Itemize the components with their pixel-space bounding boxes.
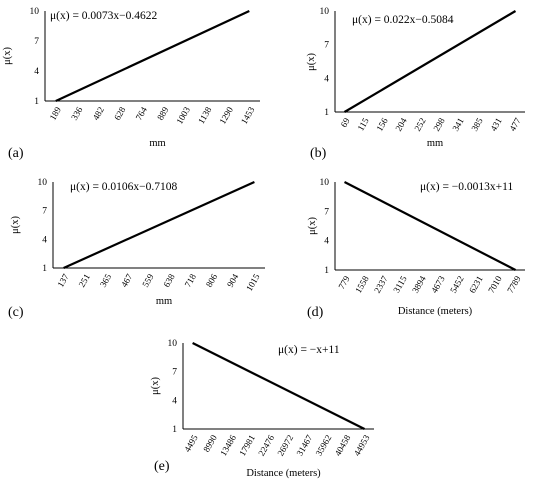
x-tick-label: 628 bbox=[112, 105, 128, 122]
x-tick-label: 156 bbox=[374, 116, 390, 133]
x-tick-label: 889 bbox=[155, 105, 171, 122]
y-tick-label: 10 bbox=[320, 178, 330, 188]
x-tick-label: 1453 bbox=[239, 105, 257, 126]
x-tick-label: 477 bbox=[507, 116, 523, 133]
x-tick-label: 7789 bbox=[505, 274, 523, 295]
y-tick-label: 10 bbox=[38, 178, 48, 188]
panel-label: (a) bbox=[8, 146, 24, 161]
x-tick-label: 341 bbox=[450, 116, 465, 133]
x-tick-label: 638 bbox=[161, 272, 177, 289]
y-axis-title: μ(x) bbox=[306, 53, 317, 71]
x-tick-label: 6231 bbox=[467, 274, 485, 295]
x-tick-label: 1138 bbox=[196, 105, 214, 126]
x-tick-label: 31467 bbox=[294, 433, 314, 458]
x-tick-label: 559 bbox=[140, 272, 156, 289]
x-tick-label: 1015 bbox=[244, 272, 262, 293]
x-tick-label: 40458 bbox=[333, 433, 353, 458]
series-line bbox=[55, 10, 250, 102]
x-tick-label: 4495 bbox=[182, 433, 200, 454]
x-tick-label: 8990 bbox=[201, 433, 219, 454]
x-tick-label: 115 bbox=[355, 116, 370, 133]
x-tick-label: 718 bbox=[183, 272, 199, 289]
equation-label: μ(x) = 0.0106x−0.7108 bbox=[70, 181, 178, 193]
series-line bbox=[343, 10, 517, 113]
panel-label: (d) bbox=[307, 305, 324, 320]
y-tick-label: 10 bbox=[168, 339, 178, 349]
x-tick-label: 431 bbox=[488, 116, 503, 133]
x-axis-title: mm bbox=[156, 296, 172, 307]
panel-label: (b) bbox=[310, 146, 327, 161]
x-tick-label: 4673 bbox=[429, 274, 447, 295]
x-tick-label: 13486 bbox=[218, 433, 238, 458]
y-axis-title: μ(x) bbox=[150, 377, 161, 395]
series-line bbox=[343, 181, 517, 271]
x-tick-label: 764 bbox=[134, 105, 150, 122]
panel-label: (e) bbox=[154, 459, 170, 474]
x-tick-label: 779 bbox=[336, 274, 352, 291]
x-tick-label: 5452 bbox=[448, 274, 466, 295]
x-tick-label: 44953 bbox=[352, 433, 372, 458]
x-tick-label: 2337 bbox=[372, 274, 390, 295]
equation-label: μ(x) = −0.0013x+11 bbox=[420, 181, 513, 193]
y-tick-label: 1 bbox=[324, 266, 329, 276]
x-tick-label: 26972 bbox=[275, 433, 295, 457]
x-axis-title: Distance (meters) bbox=[398, 306, 473, 317]
x-tick-label: 17981 bbox=[237, 433, 257, 457]
x-tick-label: 7010 bbox=[486, 274, 504, 295]
panel-label: (c) bbox=[8, 305, 24, 320]
y-tick-label: 4 bbox=[34, 67, 39, 77]
x-tick-label: 467 bbox=[119, 272, 135, 289]
x-tick-label: 482 bbox=[91, 105, 106, 122]
equation-label: μ(x) = −x+11 bbox=[278, 344, 340, 356]
x-tick-label: 336 bbox=[69, 105, 85, 122]
equation-label: μ(x) = 0.0073x−0.4622 bbox=[50, 10, 158, 22]
x-tick-label: 189 bbox=[48, 105, 64, 122]
x-tick-label: 904 bbox=[225, 272, 241, 289]
x-tick-label: 365 bbox=[98, 272, 114, 289]
y-tick-label: 7 bbox=[42, 207, 47, 217]
x-tick-label: 1003 bbox=[174, 105, 192, 126]
y-tick-label: 1 bbox=[324, 108, 329, 118]
y-tick-label: 7 bbox=[324, 41, 329, 51]
x-tick-label: 1290 bbox=[217, 105, 235, 126]
x-tick-label: 252 bbox=[412, 116, 427, 133]
equation-label: μ(x) = 0.022x−0.5084 bbox=[352, 14, 454, 26]
x-tick-label: 35962 bbox=[314, 433, 334, 457]
x-tick-label: 22476 bbox=[256, 433, 276, 458]
y-tick-label: 4 bbox=[172, 396, 177, 406]
y-tick-label: 10 bbox=[320, 7, 330, 17]
y-tick-label: 10 bbox=[30, 7, 40, 17]
x-tick-label: 3894 bbox=[410, 274, 428, 295]
x-axis-title: mm bbox=[149, 138, 165, 149]
x-tick-label: 1558 bbox=[353, 274, 371, 295]
y-axis-title: μ(x) bbox=[2, 47, 13, 65]
y-tick-label: 4 bbox=[324, 74, 329, 84]
series-line bbox=[192, 342, 365, 430]
y-tick-label: 1 bbox=[34, 97, 39, 107]
y-tick-label: 1 bbox=[172, 425, 177, 435]
x-tick-label: 298 bbox=[431, 116, 447, 133]
y-tick-label: 7 bbox=[324, 207, 329, 217]
x-tick-label: 137 bbox=[55, 272, 71, 289]
x-tick-label: 204 bbox=[393, 116, 409, 133]
y-axis-title: μ(x) bbox=[307, 217, 318, 235]
y-tick-label: 7 bbox=[34, 37, 39, 47]
x-axis-title: Distance (meters) bbox=[246, 468, 321, 479]
x-tick-label: 69 bbox=[339, 116, 352, 129]
x-tick-label: 3115 bbox=[391, 274, 409, 295]
x-tick-label: 251 bbox=[77, 272, 92, 289]
y-tick-label: 1 bbox=[42, 264, 47, 274]
y-tick-label: 7 bbox=[172, 368, 177, 378]
y-tick-label: 4 bbox=[42, 235, 47, 245]
series-line bbox=[63, 180, 255, 270]
x-tick-label: 385 bbox=[469, 116, 485, 133]
x-axis-title: mm bbox=[427, 138, 443, 149]
x-tick-label: 806 bbox=[204, 272, 220, 289]
y-axis-title: μ(x) bbox=[10, 216, 21, 234]
y-tick-label: 4 bbox=[324, 237, 329, 247]
